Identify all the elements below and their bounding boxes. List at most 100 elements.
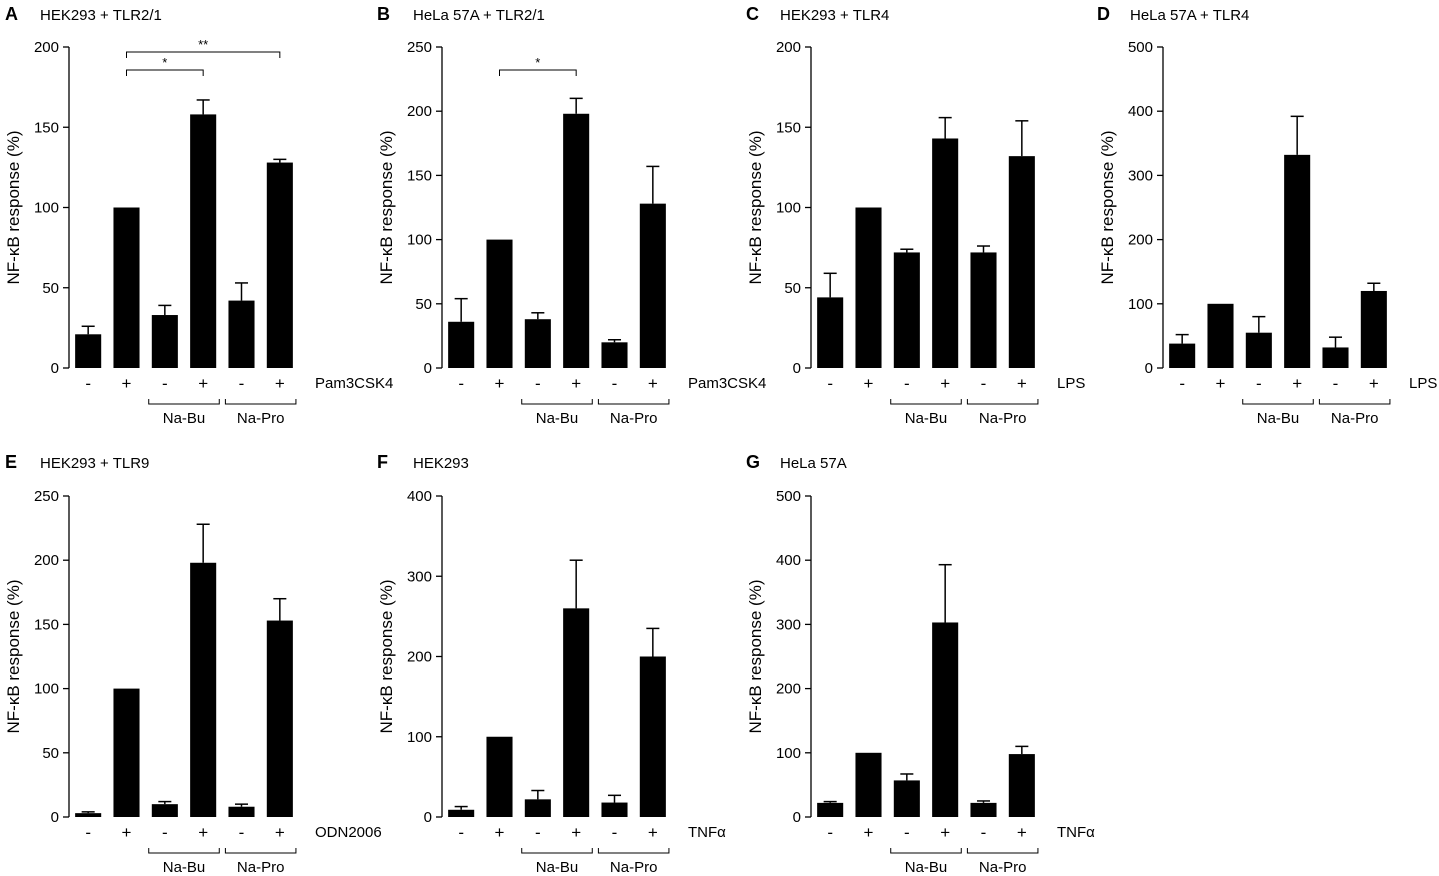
x-category-label: + <box>122 374 132 393</box>
x-category-label: - <box>458 823 464 842</box>
y-axis-title: NF-κB response (%) <box>4 131 23 285</box>
bar <box>1284 154 1311 368</box>
y-tick-label: 0 <box>793 809 801 826</box>
panel-c: C HEK293 + TLR4 0 50 100 150 200 NF-κB response… <box>746 4 1085 427</box>
bar <box>817 802 844 817</box>
bar <box>1008 156 1035 368</box>
panel-f: F HEK293 0 100 200 300 400 NF-κB response (%) - +… <box>377 452 726 876</box>
bar <box>601 802 628 817</box>
x-category-label: - <box>239 823 245 842</box>
stimulus-label: TNFα <box>1057 824 1095 841</box>
bar <box>151 315 178 368</box>
bar <box>855 752 882 817</box>
bar <box>932 138 959 368</box>
panel-letter: G <box>746 452 760 472</box>
bar <box>75 813 102 817</box>
y-tick-label: 50 <box>42 280 59 297</box>
y-tick-label: 150 <box>34 119 59 136</box>
y-tick-label: 150 <box>34 616 59 633</box>
x-category-label: - <box>1333 374 1339 393</box>
y-tick-label: 0 <box>51 809 59 826</box>
bar <box>563 113 590 368</box>
bar <box>639 656 666 817</box>
stimulus-label: TNFα <box>688 824 726 841</box>
significance-label: * <box>535 55 540 70</box>
bar <box>448 809 475 817</box>
bar <box>1245 332 1272 368</box>
x-category-label: + <box>275 823 285 842</box>
x-category-label: + <box>1369 374 1379 393</box>
group-bracket <box>521 848 593 854</box>
y-tick-label: 300 <box>407 568 432 585</box>
x-category-label: - <box>612 823 618 842</box>
x-category-label: - <box>85 374 91 393</box>
x-category-label: - <box>904 823 910 842</box>
bar <box>601 342 628 368</box>
bar <box>151 804 178 817</box>
y-tick-label: 150 <box>776 119 801 136</box>
bar <box>448 321 475 368</box>
y-axis-title: NF-κB response (%) <box>377 131 396 285</box>
x-category-label: + <box>198 823 208 842</box>
group-label: Na-Bu <box>1257 410 1300 427</box>
bar <box>893 252 920 368</box>
panel-letter: F <box>377 452 388 472</box>
group-bracket <box>521 399 593 405</box>
group-label: Na-Pro <box>1331 410 1379 427</box>
panel-d: D HeLa 57A + TLR4 0 100 200 300 400 500 NF-κB re… <box>1097 4 1437 427</box>
group-bracket <box>1318 399 1391 405</box>
y-tick-label: 0 <box>424 360 432 377</box>
bar <box>1207 303 1234 368</box>
y-tick-label: 0 <box>424 809 432 826</box>
significance-label: * <box>162 55 167 70</box>
group-label: Na-Pro <box>610 410 658 427</box>
x-category-label: - <box>904 374 910 393</box>
bar <box>817 297 844 368</box>
panel-title: HeLa 57A <box>780 455 847 472</box>
bar <box>524 319 551 368</box>
y-tick-label: 500 <box>1128 39 1153 56</box>
x-category-label: + <box>864 374 874 393</box>
x-category-label: - <box>827 823 833 842</box>
group-label: Na-Bu <box>536 859 579 876</box>
x-category-label: - <box>458 374 464 393</box>
group-label: Na-Pro <box>237 410 285 427</box>
panel-b: B HeLa 57A + TLR2/1 0 50 100 150 200 250 NF-κB r… <box>377 4 766 427</box>
x-category-label: + <box>571 374 581 393</box>
y-tick-label: 200 <box>34 39 59 56</box>
x-category-label: + <box>495 823 505 842</box>
y-tick-label: 50 <box>415 296 432 313</box>
x-category-label: + <box>940 823 950 842</box>
bar <box>639 203 666 368</box>
x-category-label: + <box>1216 374 1226 393</box>
bar <box>228 806 255 817</box>
x-category-label: + <box>198 374 208 393</box>
group-bracket <box>224 848 297 854</box>
bar <box>266 162 293 368</box>
group-bracket <box>148 848 220 854</box>
panel-letter: C <box>746 4 759 24</box>
y-tick-label: 100 <box>407 729 432 746</box>
significance-bracket <box>499 69 577 76</box>
bar <box>855 207 882 368</box>
x-category-label: + <box>648 823 658 842</box>
x-category-label: + <box>275 374 285 393</box>
stimulus-label: ODN2006 <box>315 824 382 841</box>
y-tick-label: 200 <box>407 103 432 120</box>
panel-letter: A <box>5 4 18 24</box>
panel-g: G HeLa 57A 0 100 200 300 400 500 NF-κB response … <box>746 452 1095 876</box>
group-label: Na-Pro <box>979 859 1027 876</box>
bar <box>113 688 140 817</box>
x-category-label: + <box>1292 374 1302 393</box>
bar <box>486 239 513 368</box>
significance-bracket <box>126 51 281 58</box>
group-bracket <box>224 399 297 405</box>
bar <box>486 736 513 817</box>
y-tick-label: 400 <box>776 552 801 569</box>
panel-title: HeLa 57A + TLR2/1 <box>413 7 545 24</box>
y-axis-title: NF-κB response (%) <box>377 580 396 734</box>
y-axis-title: NF-κB response (%) <box>746 580 765 734</box>
x-category-label: + <box>495 374 505 393</box>
bar <box>75 334 102 368</box>
